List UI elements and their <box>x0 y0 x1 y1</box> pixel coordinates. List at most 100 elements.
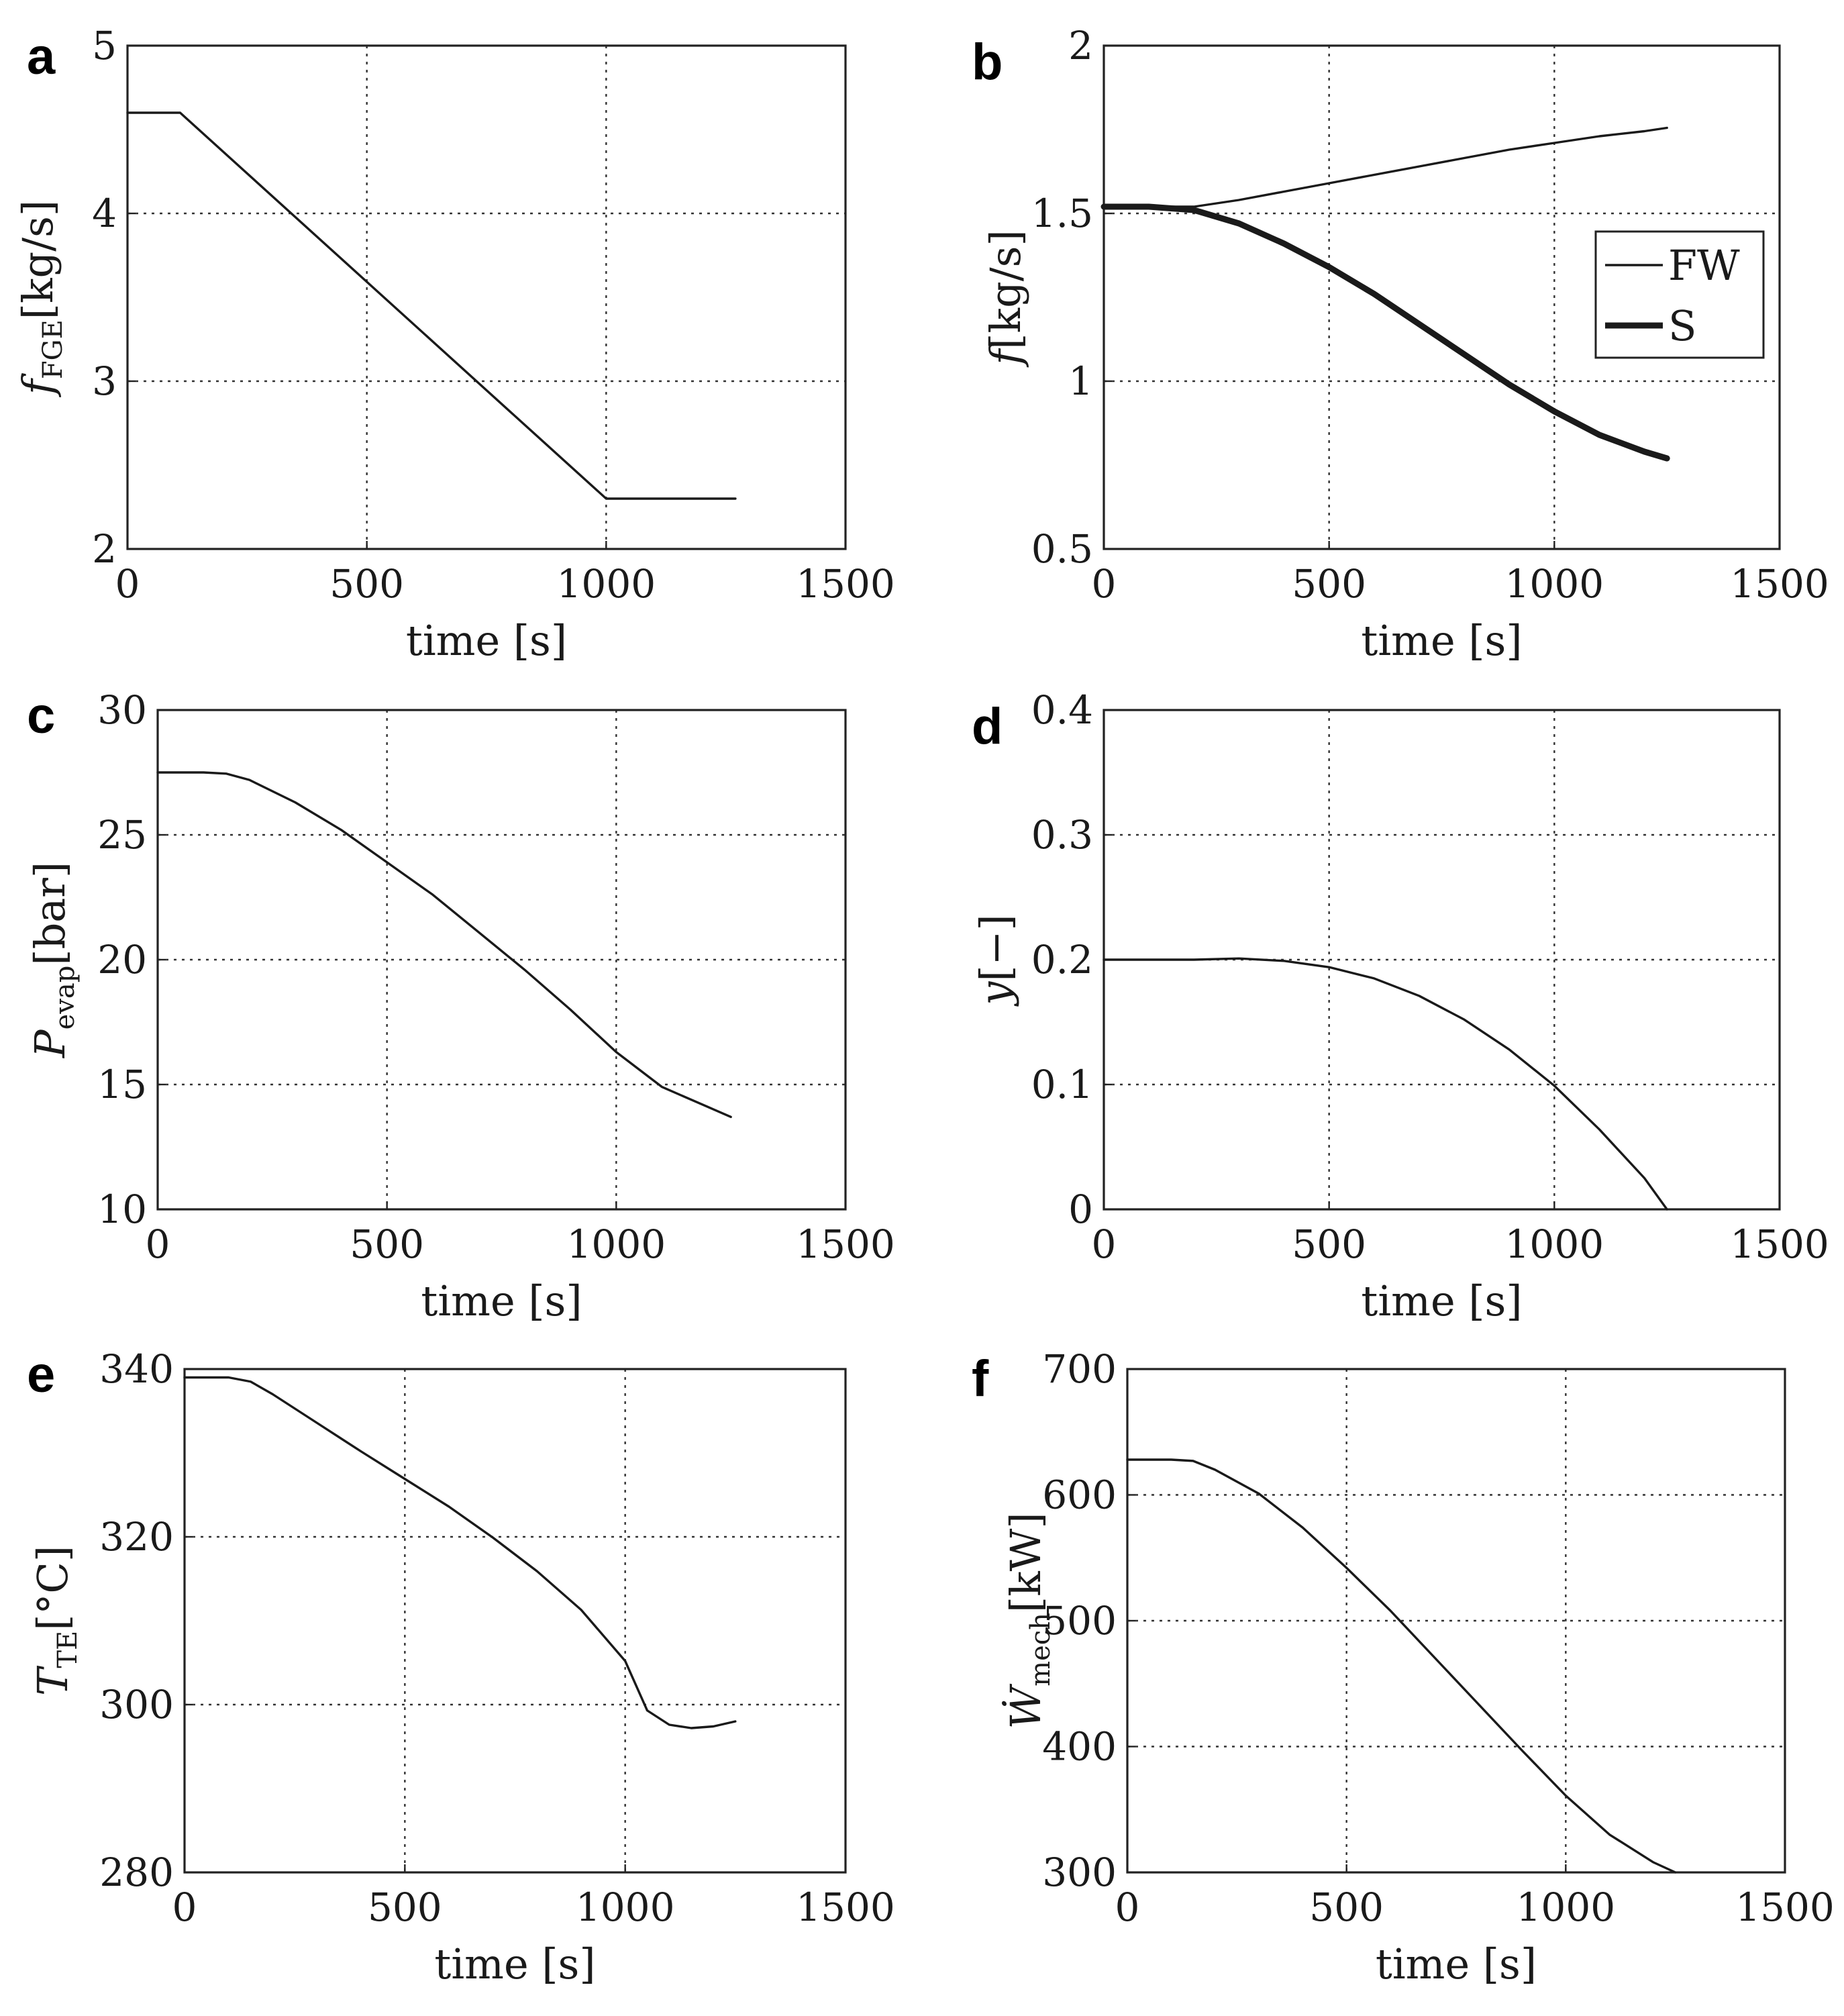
y-tick-label: 300 <box>1042 1850 1117 1895</box>
y-axis-label-symbol: T <box>28 1665 77 1696</box>
x-tick-label: 1000 <box>557 561 656 607</box>
y-axis-label: fFGE[kg/s] <box>13 200 68 397</box>
y-tick-label: 300 <box>99 1682 174 1727</box>
y-tick-label: 320 <box>99 1514 174 1560</box>
x-tick-label: 500 <box>1309 1884 1384 1930</box>
x-tick-label: 1000 <box>576 1884 675 1930</box>
y-axis-label-symbol: Ẇ <box>1001 1684 1050 1729</box>
plot-frame <box>1103 44 1781 550</box>
panel-e: 0 500 1000 1500 280 300 320 340 time [s] TTE[°C] e <box>27 1346 895 1988</box>
y-tick-label: 15 <box>97 1062 147 1107</box>
panel-c: 0 500 1000 1500 10 15 20 25 30 time [s] Pevap[bar]… <box>25 687 895 1325</box>
x-tick-label: 0 <box>172 1884 197 1930</box>
legend-box <box>1594 230 1765 359</box>
series-line-w-mech <box>1126 1458 1677 1874</box>
x-axis-label: time [s] <box>1361 616 1522 665</box>
x-tick-label: 1000 <box>1517 1884 1616 1930</box>
y-tick-label: 10 <box>97 1187 147 1232</box>
y-tick-label: 0.2 <box>1031 937 1093 982</box>
series-line-y <box>1103 957 1668 1211</box>
panel-letter: b <box>972 34 1003 91</box>
y-axis-label-unit: [−] <box>971 914 1020 981</box>
y-tick-label: 25 <box>97 812 147 858</box>
y-axis-label-unit: [kg/s] <box>13 200 62 319</box>
x-tick-label: 0 <box>146 1221 170 1267</box>
y-axis-label-unit: [kg/s] <box>981 230 1030 349</box>
x-axis-label: time [s] <box>434 1939 595 1988</box>
y-tick-label: 0.5 <box>1031 526 1093 572</box>
y-axis-label-subscript: evap <box>50 966 81 1030</box>
y-axis-label-unit: [°C] <box>28 1546 77 1631</box>
y-tick-label: 0.1 <box>1031 1062 1093 1107</box>
series-line-t-te <box>183 1376 737 1729</box>
legend-label-fw: FW <box>1668 241 1740 290</box>
y-tick-label: 700 <box>1042 1346 1117 1392</box>
x-tick-label: 1500 <box>1730 1221 1829 1267</box>
y-tick-label: 340 <box>99 1346 174 1392</box>
plot-frame <box>183 1368 847 1874</box>
x-tick-label: 0 <box>1115 1884 1140 1930</box>
panel-f: 0 500 1000 1500 300 400 500 600 700 time [s] Ẇmech… <box>972 1346 1835 1988</box>
series-line-fw <box>1103 126 1668 208</box>
panel-letter: f <box>972 1350 989 1407</box>
y-tick-label: 280 <box>99 1850 174 1895</box>
y-tick-label: 2 <box>1068 23 1093 68</box>
y-tick-label: 4 <box>92 191 117 236</box>
x-tick-label: 500 <box>368 1884 442 1930</box>
y-axis-label-subscript: mech <box>1025 1613 1056 1686</box>
x-tick-label: 500 <box>350 1221 424 1267</box>
y-axis-label-subscript: TE <box>52 1631 83 1668</box>
plot-frame <box>126 44 847 550</box>
y-axis-label: y[−] <box>971 914 1020 1007</box>
y-axis-label-unit: [kW] <box>1001 1512 1050 1613</box>
y-tick-label: 1.5 <box>1031 191 1093 236</box>
x-tick-label: 0 <box>1092 561 1117 607</box>
y-tick-label: 3 <box>92 358 117 404</box>
x-axis-label: time [s] <box>406 616 567 665</box>
series-line-f-fge <box>126 111 737 500</box>
y-axis-label: Ẇmech[kW] <box>1001 1512 1056 1729</box>
x-tick-label: 1500 <box>1735 1884 1835 1930</box>
y-tick-label: 20 <box>97 937 147 982</box>
panel-a: 0 500 1000 1500 2 3 4 5 time [s] fFGE[kg/s] a <box>13 23 895 665</box>
x-tick-label: 1500 <box>796 1221 895 1267</box>
y-axis-label-unit: [bar] <box>25 862 74 966</box>
y-tick-label: 600 <box>1042 1472 1117 1518</box>
y-axis-label-subscript: FGE <box>38 319 68 379</box>
panel-letter: a <box>27 28 56 85</box>
y-tick-label: 0.3 <box>1031 812 1093 858</box>
legend: FW S <box>1594 230 1765 359</box>
x-tick-label: 1500 <box>796 1884 895 1930</box>
x-tick-label: 500 <box>1292 561 1366 607</box>
y-tick-label: 1 <box>1068 358 1093 404</box>
y-tick-label: 500 <box>1042 1598 1117 1644</box>
x-tick-label: 0 <box>115 561 140 607</box>
x-tick-label: 1000 <box>567 1221 666 1267</box>
y-axis-label: Pevap[bar] <box>25 862 81 1058</box>
panel-letter: d <box>972 698 1003 755</box>
x-tick-label: 1500 <box>796 561 895 607</box>
panel-letter: e <box>27 1346 55 1403</box>
series-line-p-evap <box>156 771 732 1119</box>
y-axis-label: TTE[°C] <box>28 1546 83 1696</box>
legend-label-s: S <box>1668 301 1696 350</box>
panel-b: 0 500 1000 1500 0.5 1 1.5 2 time [s] f[kg/s] b FW S <box>972 23 1829 665</box>
y-tick-label: 30 <box>97 687 147 733</box>
x-tick-label: 0 <box>1092 1221 1117 1267</box>
x-axis-label: time [s] <box>421 1276 582 1325</box>
x-tick-label: 1000 <box>1505 561 1604 607</box>
y-tick-label: 400 <box>1042 1724 1117 1770</box>
x-tick-label: 500 <box>1292 1221 1366 1267</box>
panel-letter: c <box>27 687 55 744</box>
series-line-s <box>1100 203 1670 462</box>
y-tick-label: 0.4 <box>1031 687 1093 733</box>
x-tick-label: 1000 <box>1505 1221 1604 1267</box>
x-axis-label: time [s] <box>1376 1939 1537 1988</box>
panel-d: 0 500 1000 1500 0 0.1 0.2 0.3 0.4 time [s] y[−] d <box>971 687 1829 1325</box>
x-tick-label: 1500 <box>1730 561 1829 607</box>
y-axis-label-symbol: y <box>971 981 1020 1007</box>
y-axis-label: f[kg/s] <box>981 230 1030 367</box>
y-tick-label: 5 <box>92 23 117 68</box>
x-tick-label: 500 <box>329 561 404 607</box>
